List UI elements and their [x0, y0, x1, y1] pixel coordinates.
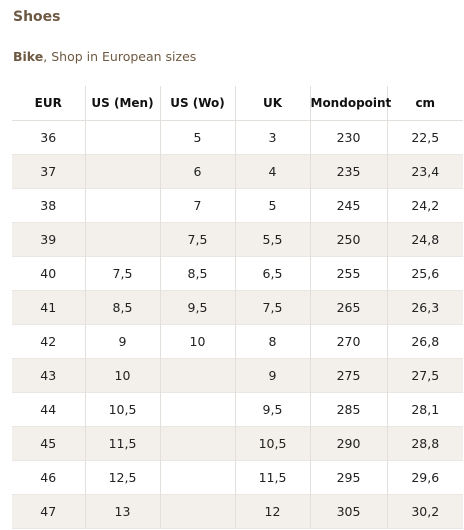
cell-us-wo: 6 — [159, 154, 235, 189]
cell-us-wo: 5 — [159, 120, 235, 155]
cell-mondopoint: 230 — [309, 120, 387, 155]
size-table: EUR US (Men) US (Wo) UK Mondopoint cm 36… — [12, 86, 463, 529]
table-row: 45 11,5 10,5 290 28,8 — [12, 426, 463, 461]
cell-eur: 46 — [40, 470, 57, 485]
cell-us-men — [84, 188, 160, 223]
cell-us-men: 8,5 — [84, 290, 160, 325]
cell-us-men: 13 — [84, 494, 160, 529]
header-cm: cm — [386, 86, 463, 121]
header-us-wo: US (Wo) — [159, 86, 235, 121]
cell-mondopoint: 290 — [309, 426, 387, 461]
cell-cm: 26,3 — [386, 290, 463, 325]
cell-eur: 36 — [40, 130, 57, 145]
cell-cm: 27,5 — [386, 358, 463, 393]
cell-cm: 28,8 — [386, 426, 463, 461]
header-eur: EUR — [12, 86, 85, 121]
cell-uk: 5,5 — [234, 222, 310, 257]
cell-uk: 5 — [234, 188, 310, 223]
cell-cm: 25,6 — [386, 256, 463, 291]
cell-us-wo: 9,5 — [159, 290, 235, 325]
cell-us-men: 11,5 — [84, 426, 160, 461]
cell-cm: 24,8 — [386, 222, 463, 257]
cell-mondopoint: 270 — [309, 324, 387, 359]
cell-uk: 6,5 — [234, 256, 310, 291]
cell-uk: 11,5 — [234, 460, 310, 495]
header-uk: UK — [234, 86, 310, 121]
cell-eur: 42 — [40, 334, 57, 349]
cell-uk: 9,5 — [234, 392, 310, 427]
cell-us-wo: 7 — [159, 188, 235, 223]
cell-mondopoint: 305 — [309, 494, 387, 529]
table-row: 47 13 12 305 30,2 — [12, 494, 463, 529]
cell-us-men: 12,5 — [84, 460, 160, 495]
cell-mondopoint: 245 — [309, 188, 387, 223]
cell-us-wo — [159, 358, 235, 393]
cell-eur: 43 — [12, 358, 85, 393]
table-row: 37 6 4 235 23,4 — [12, 154, 463, 189]
table-body: 36 5 3 230 22,5 37 6 4 235 23,4 38 7 5 245 24,2 39 7,5 5,… — [12, 120, 463, 529]
cell-cm: 28,1 — [386, 392, 463, 427]
cell-us-wo: 8,5 — [159, 256, 235, 291]
cell-eur: 37 — [12, 154, 85, 189]
cell-mondopoint: 285 — [309, 392, 387, 427]
cell-mondopoint: 295 — [309, 460, 387, 495]
subtitle: Bike, Shop in European sizes — [13, 49, 196, 64]
cell-eur: 45 — [12, 426, 85, 461]
cell-mondopoint: 265 — [309, 290, 387, 325]
cell-us-wo — [159, 460, 235, 495]
page-title: Shoes — [13, 9, 61, 25]
cell-eur: 47 — [12, 494, 85, 529]
header-mondopoint: Mondopoint — [309, 86, 391, 121]
table-row: 38 7 5 245 24,2 — [12, 188, 463, 223]
cell-eur: 41 — [12, 290, 85, 325]
subtitle-text: , Shop in European sizes — [43, 49, 197, 64]
cell-us-wo: 10 — [159, 324, 235, 359]
cell-uk: 4 — [234, 154, 310, 189]
cell-us-men — [84, 120, 160, 155]
cell-uk: 3 — [234, 120, 310, 155]
cell-uk: 12 — [234, 494, 310, 529]
cell-us-men: 10 — [84, 358, 160, 393]
cell-uk: 7,5 — [234, 290, 310, 325]
cell-us-wo — [159, 426, 235, 461]
cell-mondopoint: 250 — [309, 222, 387, 257]
cell-eur: 38 — [40, 198, 57, 213]
table-row: 41 8,5 9,5 7,5 265 26,3 — [12, 290, 463, 325]
table-row: 46 12,5 11,5 295 29,6 — [12, 460, 463, 495]
cell-us-wo — [159, 494, 235, 529]
table-row: 39 7,5 5,5 250 24,8 — [12, 222, 463, 257]
table-header-row: EUR US (Men) US (Wo) UK Mondopoint cm — [12, 86, 463, 121]
header-us-men: US (Men) — [84, 86, 160, 121]
cell-mondopoint: 235 — [309, 154, 387, 189]
cell-eur: 40 — [40, 266, 57, 281]
cell-us-wo: 7,5 — [159, 222, 235, 257]
cell-cm: 24,2 — [386, 188, 463, 223]
cell-eur: 44 — [40, 402, 57, 417]
cell-uk: 10,5 — [234, 426, 310, 461]
table-row: 36 5 3 230 22,5 — [12, 120, 463, 155]
cell-us-wo — [159, 392, 235, 427]
cell-uk: 9 — [234, 358, 310, 393]
cell-cm: 23,4 — [386, 154, 463, 189]
table-row: 40 7,5 8,5 6,5 255 25,6 — [12, 256, 463, 291]
cell-mondopoint: 255 — [309, 256, 387, 291]
cell-cm: 22,5 — [386, 120, 463, 155]
cell-cm: 29,6 — [386, 460, 463, 495]
cell-us-men — [84, 154, 160, 189]
cell-us-men: 7,5 — [84, 256, 160, 291]
subtitle-brand: Bike — [13, 49, 44, 64]
cell-cm: 26,8 — [386, 324, 463, 359]
cell-us-men: 10,5 — [84, 392, 160, 427]
table-row: 43 10 9 275 27,5 — [12, 358, 463, 393]
cell-us-men: 9 — [84, 324, 160, 359]
cell-cm: 30,2 — [386, 494, 463, 529]
table-row: 44 10,5 9,5 285 28,1 — [12, 392, 463, 427]
cell-eur: 39 — [12, 222, 85, 257]
cell-mondopoint: 275 — [309, 358, 387, 393]
cell-us-men — [84, 222, 160, 257]
table-row: 42 9 10 8 270 26,8 — [12, 324, 463, 359]
cell-uk: 8 — [234, 324, 310, 359]
